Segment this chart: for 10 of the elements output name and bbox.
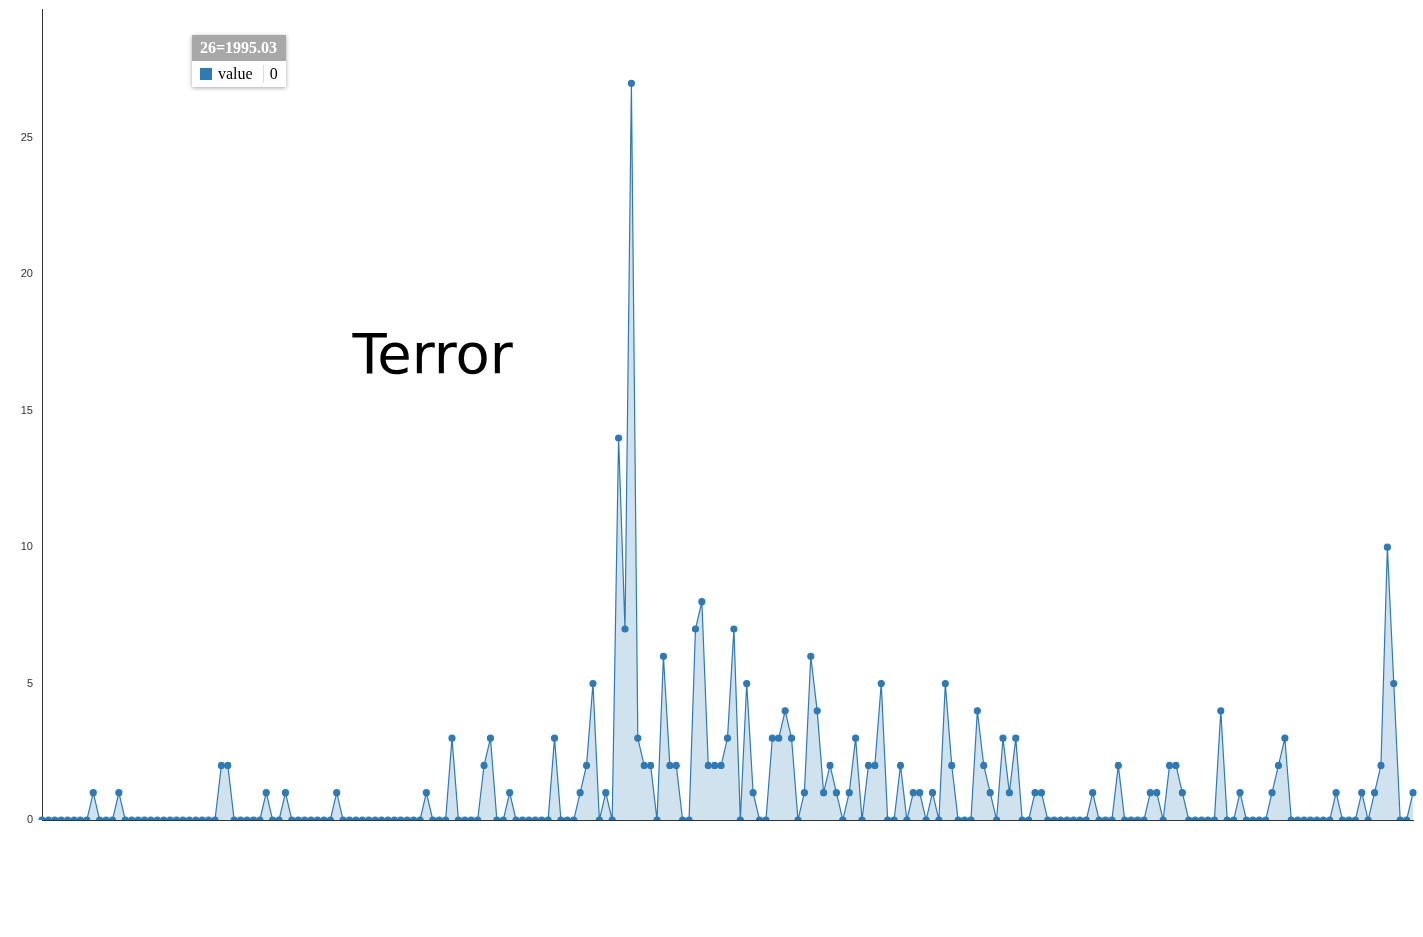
y-tick-label: 15 xyxy=(20,403,33,416)
y-tick-label: 25 xyxy=(20,130,33,143)
legend-label: value xyxy=(218,64,253,83)
annotation: 26=1995.03 xyxy=(192,34,286,61)
y-tick-label: 20 xyxy=(20,267,33,280)
y-tick-label: 10 xyxy=(20,540,33,553)
annotation: 0 xyxy=(262,64,278,83)
text: Terror xyxy=(351,320,514,386)
y-tick-label: 0 xyxy=(26,813,33,826)
y-tick-label: 5 xyxy=(26,676,33,689)
